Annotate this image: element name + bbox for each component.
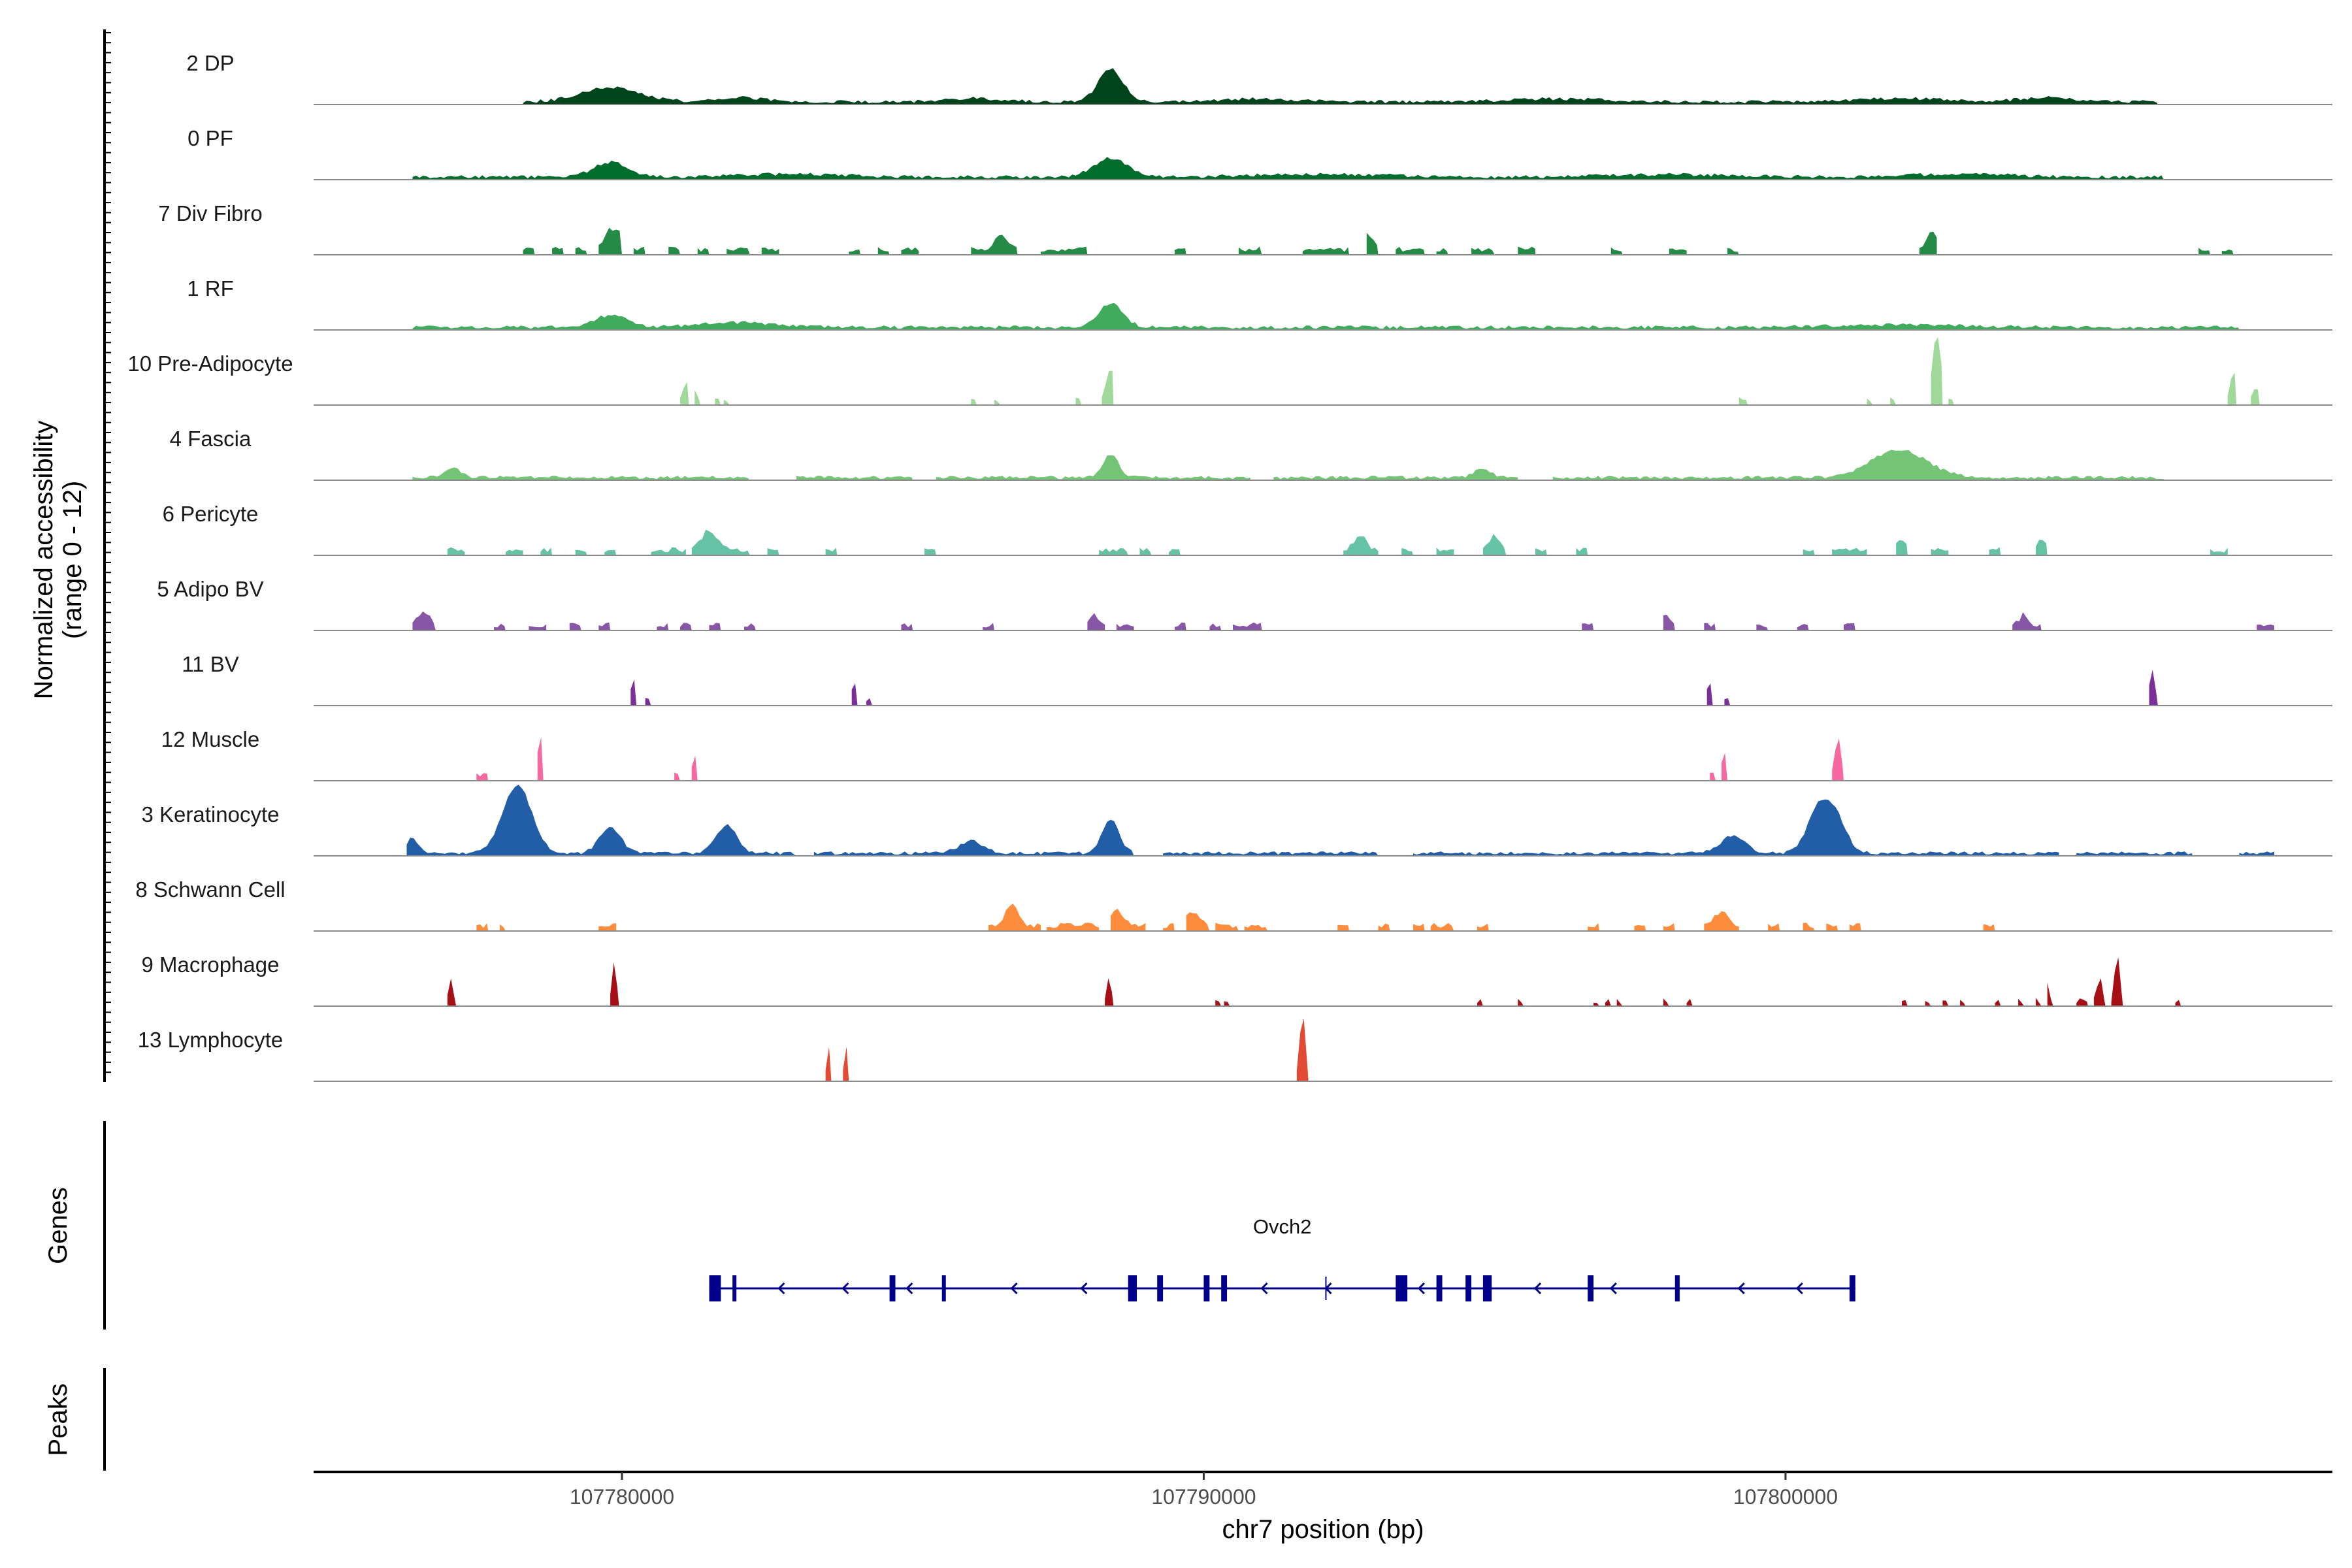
- track-11-bv: 11 BV: [182, 652, 2332, 706]
- coverage-area-12-muscle: [476, 737, 1844, 781]
- track-label-3-keratinocyte: 3 Keratinocyte: [142, 802, 280, 826]
- strand-arrow: [1609, 1282, 1617, 1295]
- coverage-area-10-pre-adipocyte: [680, 336, 2260, 405]
- gene-exon: [709, 1275, 721, 1301]
- x-tick-label: 107790000: [1151, 1485, 1256, 1509]
- gene-exon: [941, 1275, 946, 1301]
- gene-track: Ovch2: [709, 1215, 1855, 1301]
- track-10-pre-adipocyte: 10 Pre-Adipocyte: [127, 336, 2332, 406]
- track-label-4-fascia: 4 Fascia: [170, 427, 252, 451]
- track-12-muscle: 12 Muscle: [161, 727, 2332, 781]
- coverage-area-9-macrophage: [447, 957, 2181, 1006]
- track-label-9-macrophage: 9 Macrophage: [142, 953, 280, 977]
- coverage-area-5-adipo-bv: [412, 611, 2275, 630]
- strand-arrow: [1260, 1282, 1268, 1295]
- coverage-area-8-schwann-cell: [476, 904, 1995, 931]
- gene-exon: [1482, 1275, 1492, 1301]
- gene-exon: [1221, 1275, 1228, 1301]
- gene-exon: [1436, 1275, 1443, 1301]
- track-label-6-pericyte: 6 Pericyte: [163, 502, 259, 526]
- coverage-area-4-fascia: [412, 449, 2164, 480]
- strand-arrow: [1417, 1282, 1425, 1295]
- track-0-pf: 0 PF: [188, 126, 2332, 180]
- track-13-lymphocyte: 13 Lymphocyte: [138, 1019, 2332, 1082]
- coverage-area-1-rf: [412, 302, 2240, 330]
- coverage-tracks: 2 DP 0 PF 7 Div Fibro 1 RF 10 Pre-Adipocyte 4…: [127, 51, 2332, 1082]
- strand-arrow: [777, 1282, 785, 1295]
- gene-exon: [1849, 1275, 1855, 1301]
- gene-label: Ovch2: [1253, 1215, 1312, 1238]
- track-6-pericyte: 6 Pericyte: [163, 502, 2332, 556]
- gene-exon: [1674, 1275, 1680, 1301]
- strand-arrow: [1080, 1282, 1088, 1295]
- track-3-keratinocyte: 3 Keratinocyte: [142, 785, 2332, 857]
- coverage-area-0-pf: [412, 157, 2164, 180]
- gene-exon: [1157, 1275, 1164, 1301]
- track-label-5-adipo-bv: 5 Adipo BV: [157, 577, 263, 601]
- coverage-area-7-div-fibro: [523, 227, 2234, 255]
- track-7-div-fibro: 7 Div Fibro: [158, 201, 2332, 255]
- coverage-y-ticks: [105, 32, 111, 1073]
- track-label-2-dp: 2 DP: [186, 51, 234, 75]
- track-label-10-pre-adipocyte: 10 Pre-Adipocyte: [127, 351, 293, 376]
- track-label-0-pf: 0 PF: [188, 126, 233, 150]
- x-axis-ticks: 107780000 107790000 107800000: [570, 1472, 1838, 1509]
- track-label-7-div-fibro: 7 Div Fibro: [158, 201, 263, 225]
- gene-exon: [1588, 1275, 1594, 1301]
- y-axis-title-line2: (range 0 - 12): [58, 481, 87, 639]
- track-label-12-muscle: 12 Muscle: [161, 727, 259, 751]
- strand-arrow: [841, 1282, 849, 1295]
- gene-exon: [1203, 1275, 1210, 1301]
- track-label-13-lymphocyte: 13 Lymphocyte: [138, 1028, 284, 1052]
- track-5-adipo-bv: 5 Adipo BV: [157, 577, 2332, 631]
- track-2-dp: 2 DP: [186, 51, 2332, 105]
- gene-exon: [1128, 1275, 1137, 1301]
- track-1-rf: 1 RF: [187, 276, 2332, 331]
- x-axis-title: chr7 position (bp): [1222, 1515, 1424, 1544]
- track-label-1-rf: 1 RF: [187, 276, 234, 301]
- coverage-area-13-lymphocyte: [825, 1019, 1309, 1081]
- y-axis-title-line1: Normalized accessibility: [29, 421, 58, 700]
- gene-exon: [889, 1275, 896, 1301]
- y-axis-title: Normalized accessibility (range 0 - 12): [29, 421, 87, 700]
- track-8-schwann-cell: 8 Schwann Cell: [135, 877, 2332, 932]
- strand-arrow: [1737, 1282, 1745, 1295]
- gene-exon: [732, 1275, 737, 1301]
- track-label-8-schwann-cell: 8 Schwann Cell: [135, 877, 285, 902]
- coverage-area-6-pericyte: [447, 529, 2228, 555]
- track-label-11-bv: 11 BV: [182, 652, 238, 676]
- strand-arrow: [906, 1282, 913, 1295]
- x-tick-label: 107800000: [1733, 1485, 1838, 1509]
- peaks-panel-label: Peaks: [44, 1383, 73, 1456]
- gene-exon: [1396, 1275, 1408, 1301]
- coverage-area-3-keratinocyte: [406, 785, 2274, 856]
- strand-arrow: [1533, 1282, 1542, 1295]
- coverage-area-11-bv: [630, 670, 2158, 706]
- strand-arrow: [1010, 1282, 1018, 1295]
- x-tick-label: 107780000: [570, 1485, 674, 1509]
- genes-panel-label: Genes: [44, 1187, 73, 1264]
- track-9-macrophage: 9 Macrophage: [142, 953, 2332, 1007]
- strand-arrow: [1795, 1282, 1803, 1295]
- coverage-area-2-dp: [523, 68, 2158, 105]
- gene-exon: [1465, 1275, 1472, 1301]
- track-4-fascia: 4 Fascia: [170, 427, 2332, 481]
